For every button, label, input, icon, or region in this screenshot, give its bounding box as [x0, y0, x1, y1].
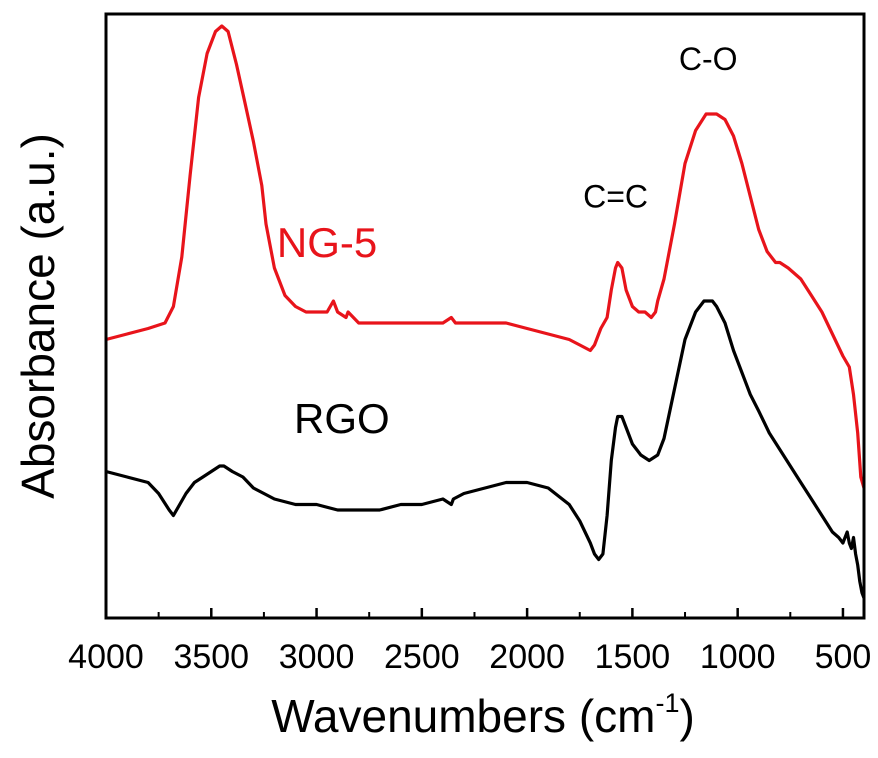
x-tick-label: 3000: [279, 638, 355, 676]
series-label-ng-5: NG-5: [277, 219, 377, 266]
x-tick-label: 3500: [173, 638, 249, 676]
series-line-rgo: [105, 299, 866, 599]
x-tick-label: 1000: [700, 638, 776, 676]
x-tick-label: 4000: [68, 638, 144, 676]
x-tick-label: 2500: [384, 638, 460, 676]
series-line-ng-5: [105, 24, 866, 489]
x-axis-title-superscript: -1: [655, 688, 679, 718]
x-axis-title: Wavenumbers (cm-1): [271, 688, 695, 742]
x-axis-title-main: Wavenumbers (cm: [271, 690, 655, 742]
x-tick-label: 1500: [595, 638, 671, 676]
x-tick-label: 500: [815, 638, 872, 676]
x-axis-ticks: 4000 3500 3000 2500 2000 1500 1000 500: [68, 608, 871, 676]
plot-frame: [104, 12, 866, 620]
x-tick-label: 2000: [489, 638, 565, 676]
series-label-rgo: RGO: [294, 395, 390, 442]
y-axis-title: Absorbance (a.u.): [12, 133, 64, 499]
x-axis-title-close: ): [679, 690, 694, 742]
peak-annotation: C-O: [679, 41, 738, 77]
plot-layer: [105, 24, 866, 599]
peak-annotation: C=C: [583, 179, 648, 215]
